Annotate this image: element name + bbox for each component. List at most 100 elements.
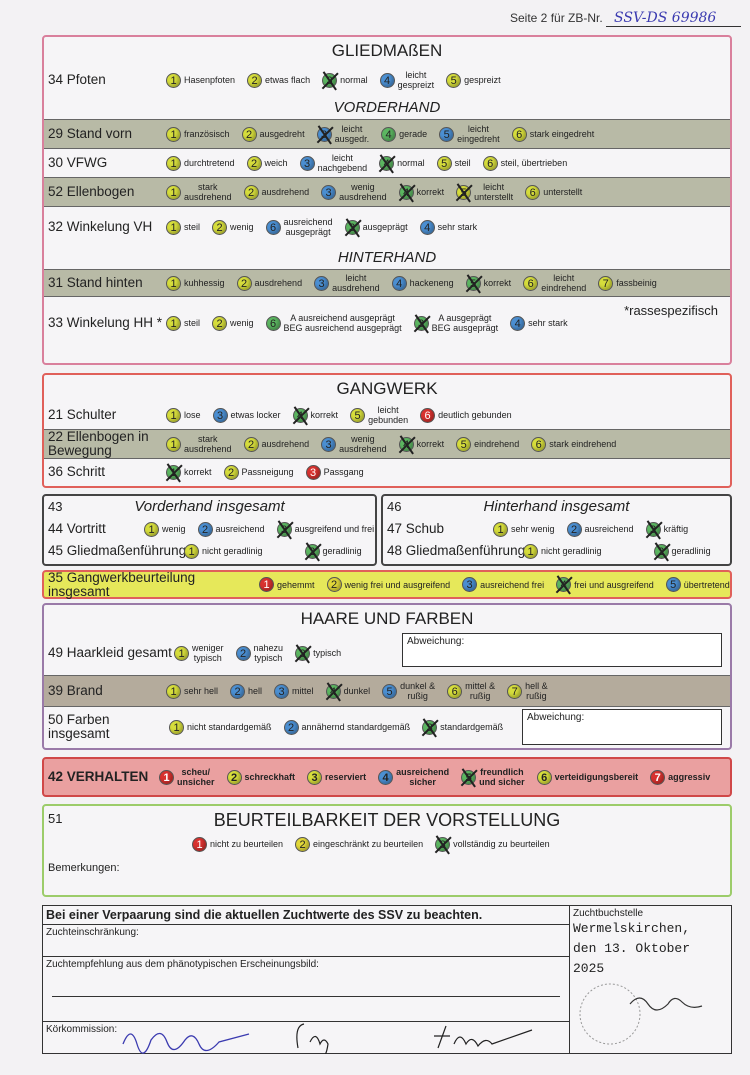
option-6[interactable]: 6 stark eingedreht: [511, 126, 594, 142]
number-circle-icon[interactable]: 2: [566, 521, 582, 537]
option-2[interactable]: 2 eingeschränkt zu beurteilen: [295, 836, 423, 852]
option-5-selected[interactable]: 5 korrekt: [465, 275, 511, 291]
option-4-selected[interactable]: 4 frei und ausgreifend: [556, 577, 654, 592]
number-circle-icon[interactable]: 1: [166, 315, 181, 331]
number-circle-icon[interactable]: 2: [241, 126, 257, 142]
number-circle-icon[interactable]: 7: [650, 769, 666, 785]
number-circle-icon[interactable]: 1: [144, 521, 159, 537]
option-2[interactable]: 2 wenig: [212, 315, 254, 331]
number-circle-icon[interactable]: 2: [212, 219, 228, 235]
number-circle-icon[interactable]: 2: [247, 72, 263, 88]
crossed-circle-icon[interactable]: 3: [276, 521, 292, 537]
option-3[interactable]: 3 mittel: [274, 683, 314, 699]
option-2[interactable]: 2 Passneigung: [223, 464, 294, 480]
crossed-circle-icon[interactable]: 4: [398, 184, 414, 200]
number-circle-icon[interactable]: 6: [536, 769, 552, 785]
number-circle-icon[interactable]: 5: [446, 72, 462, 88]
number-circle-icon[interactable]: 6: [265, 219, 281, 235]
number-circle-icon[interactable]: 1: [259, 577, 274, 592]
number-circle-icon[interactable]: 5: [350, 407, 366, 423]
number-circle-icon[interactable]: 2: [236, 275, 252, 291]
option-4[interactable]: 4 sehr stark: [419, 219, 477, 235]
option-2[interactable]: 2 ausreichend: [197, 521, 265, 537]
option-5[interactable]: 5 eindrehend: [456, 436, 519, 452]
crossed-circle-icon[interactable]: 3: [316, 126, 332, 142]
option-1[interactable]: 1 durchtretend: [166, 155, 235, 171]
number-circle-icon[interactable]: 3: [321, 436, 337, 452]
option-7[interactable]: 7 aggressiv: [650, 769, 710, 785]
option-5[interactable]: 5 übertretend: [665, 577, 730, 592]
option-4[interactable]: 4 leicht gespreizt: [379, 70, 434, 90]
number-circle-icon[interactable]: 1: [166, 683, 181, 699]
option-2[interactable]: 2 wenig frei und ausgreifend: [326, 577, 450, 592]
option-7[interactable]: 7 fassbeinig: [598, 275, 657, 291]
number-circle-icon[interactable]: 4: [510, 315, 526, 331]
number-circle-icon[interactable]: 7: [598, 275, 614, 291]
number-circle-icon[interactable]: 2: [246, 155, 262, 171]
option-2[interactable]: 2 hell: [230, 683, 262, 699]
number-circle-icon[interactable]: 1: [174, 645, 189, 661]
number-circle-icon[interactable]: 6: [420, 407, 436, 423]
number-circle-icon[interactable]: 4: [378, 769, 394, 785]
option-3[interactable]: 3 leicht nachgebend: [299, 153, 367, 173]
option-5[interactable]: 5 leicht gebunden: [350, 405, 408, 425]
number-circle-icon[interactable]: 3: [462, 577, 478, 592]
zuchteinschraenkung-field[interactable]: Zuchteinschränkung:: [42, 924, 570, 957]
option-6[interactable]: 6 verteidigungsbereit: [536, 769, 638, 785]
number-circle-icon[interactable]: 2: [197, 521, 213, 537]
option-3-selected[interactable]: 3 A ausgeprägt BEG ausgeprägt: [413, 313, 498, 333]
option-6[interactable]: 6 deutlich gebunden: [420, 407, 512, 423]
option-3-selected[interactable]: 3 ausgreifend und frei: [276, 521, 374, 537]
crossed-circle-icon[interactable]: 4: [325, 683, 341, 699]
number-circle-icon[interactable]: 4: [381, 126, 397, 142]
option-7[interactable]: 7 hell & rußig: [507, 681, 548, 701]
crossed-circle-icon[interactable]: 1: [166, 464, 181, 480]
number-circle-icon[interactable]: 6: [511, 126, 527, 142]
number-circle-icon[interactable]: 5: [456, 436, 472, 452]
option-4-selected[interactable]: 4 korrekt: [398, 184, 444, 200]
option-1[interactable]: 1 wenig: [144, 521, 186, 537]
option-3-selected[interactable]: 3 normal: [322, 72, 368, 88]
option-2[interactable]: 2 ausgedreht: [241, 126, 305, 142]
number-circle-icon[interactable]: 3: [299, 155, 315, 171]
option-6[interactable]: 6 stark eindrehend: [531, 436, 616, 452]
option-2[interactable]: 2 weich: [246, 155, 288, 171]
option-3-selected[interactable]: 3 vollständig zu beurteilen: [435, 836, 550, 852]
number-circle-icon[interactable]: 6: [525, 184, 541, 200]
number-circle-icon[interactable]: 2: [243, 184, 259, 200]
crossed-circle-icon[interactable]: 2: [304, 543, 320, 559]
number-circle-icon[interactable]: 1: [523, 543, 538, 559]
option-1[interactable]: 1 nicht geradlinig: [523, 543, 602, 559]
option-2[interactable]: 2 ausreichend: [566, 521, 634, 537]
number-circle-icon[interactable]: 3: [307, 769, 323, 785]
option-3-selected[interactable]: 3 leicht ausgedr.: [316, 124, 369, 144]
crossed-circle-icon[interactable]: 4: [556, 577, 572, 592]
number-circle-icon[interactable]: 1: [166, 275, 181, 291]
option-2[interactable]: 2 nahezu typisch: [235, 643, 283, 663]
crossed-circle-icon[interactable]: 3: [413, 315, 429, 331]
number-circle-icon[interactable]: 2: [230, 683, 246, 699]
option-3[interactable]: 3 reserviert: [307, 769, 366, 785]
option-1[interactable]: 1 gehemmt: [259, 577, 315, 592]
option-6[interactable]: 6 mittel & rußig: [447, 681, 495, 701]
option-4[interactable]: 4 ausreichend sicher: [378, 767, 449, 787]
number-circle-icon[interactable]: 5: [436, 155, 452, 171]
crossed-circle-icon[interactable]: 3: [422, 719, 438, 735]
option-2[interactable]: 2 wenig: [212, 219, 254, 235]
number-circle-icon[interactable]: 1: [166, 436, 181, 452]
option-2[interactable]: 2 ausdrehend: [236, 275, 302, 291]
number-circle-icon[interactable]: 4: [379, 72, 395, 88]
crossed-circle-icon[interactable]: 3: [645, 521, 661, 537]
number-circle-icon[interactable]: 3: [274, 683, 290, 699]
number-circle-icon[interactable]: 6: [447, 683, 463, 699]
number-circle-icon[interactable]: 6: [531, 436, 547, 452]
number-circle-icon[interactable]: 3: [212, 407, 228, 423]
option-4[interactable]: 4 gerade: [381, 126, 427, 142]
number-circle-icon[interactable]: 6: [523, 275, 539, 291]
option-2[interactable]: 2 ausdrehend: [243, 436, 309, 452]
number-circle-icon[interactable]: 1: [166, 155, 181, 171]
number-circle-icon[interactable]: 1: [159, 769, 174, 785]
crossed-circle-icon[interactable]: 2: [653, 543, 669, 559]
option-4-selected[interactable]: 4 korrekt: [398, 436, 444, 452]
option-1[interactable]: 1 nicht geradlinig: [184, 543, 263, 559]
